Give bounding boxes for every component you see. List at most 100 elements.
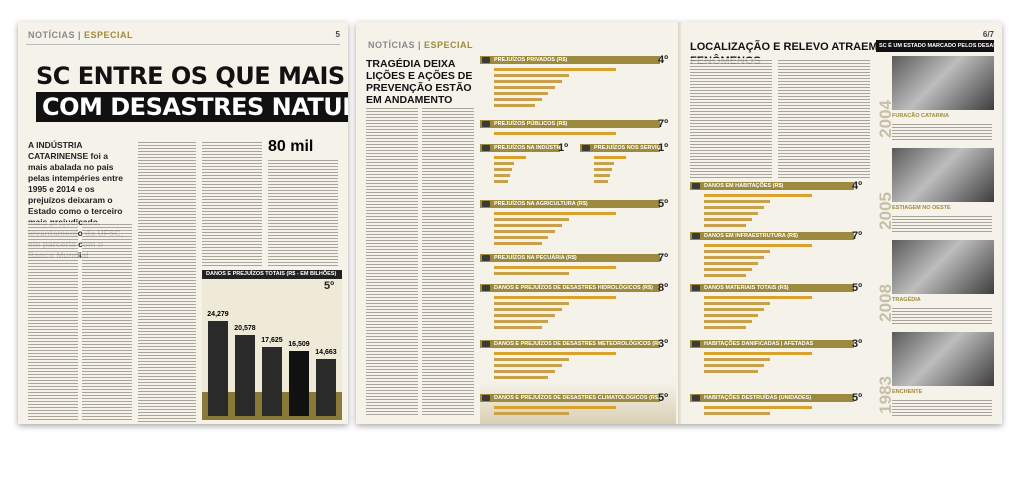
bar — [494, 314, 556, 317]
icon — [692, 341, 700, 347]
value-label: 24,279 — [207, 311, 229, 318]
bar — [494, 86, 556, 89]
body-text — [892, 214, 992, 234]
photo — [892, 240, 994, 294]
body-text — [82, 222, 132, 422]
headline: COM DESASTRES NATURAIS — [36, 92, 348, 122]
body-text — [202, 140, 262, 266]
body-text — [366, 106, 418, 416]
icon — [482, 121, 490, 127]
bar — [494, 132, 617, 135]
graphic-title: DANOS E PREJUÍZOS DE DESASTRES CLIMATOLÓ… — [480, 394, 660, 402]
body-text — [892, 306, 992, 326]
graphic-title: HABITAÇÕES DANIFICADAS | AFETADAS — [690, 340, 854, 348]
icon — [692, 183, 700, 189]
bar — [704, 406, 812, 409]
graphic-title: HABITAÇÕES DESTRUÍDAS (UNIDADES) — [690, 394, 854, 402]
timeline: 2004 FURACÃO CATARINA 2005 ESTIAGEM NO OEST… — [876, 56, 994, 422]
rank: 3º — [658, 338, 669, 350]
graphic-title: PREJUÍZOS PRIVADOS (R$) — [480, 56, 660, 64]
photo — [892, 332, 994, 386]
graphic-title: DANOS MATERIAIS TOTAIS (R$) — [690, 284, 854, 292]
rank: 8º — [658, 282, 669, 294]
bar — [494, 68, 617, 71]
bar — [262, 347, 282, 416]
icon — [582, 145, 590, 151]
headline: TRAGÉDIA DEIXA LIÇÕES E AÇÕES DE PREVENÇ… — [366, 58, 473, 106]
bar — [494, 80, 562, 83]
bar — [704, 224, 746, 227]
bar — [594, 162, 614, 165]
bar — [594, 174, 611, 177]
bar — [494, 98, 542, 101]
bar — [704, 302, 770, 305]
fold — [678, 22, 682, 424]
rank: 5º — [324, 280, 335, 292]
body-text — [28, 222, 78, 422]
bar — [494, 74, 569, 77]
bar — [494, 320, 549, 323]
rank: 3º — [852, 338, 863, 350]
bar — [704, 268, 752, 271]
graphic-title: DANOS EM HABITAÇÕES (R$) — [690, 182, 854, 190]
bar — [316, 358, 336, 416]
body-text — [268, 158, 338, 266]
icon — [692, 233, 700, 239]
bar — [494, 218, 569, 221]
bar — [594, 168, 612, 171]
bar — [704, 200, 770, 203]
graphic-title: PREJUÍZOS NA INDÚSTRIA (R$) — [480, 144, 560, 152]
bar — [704, 308, 764, 311]
rule — [26, 44, 340, 45]
callout: 80 mil — [268, 138, 314, 155]
bar — [494, 230, 556, 233]
bar-chart: 24,279 20,578 17,625 16,509 14,663 — [202, 270, 342, 420]
bar — [494, 92, 549, 95]
bar — [494, 296, 617, 299]
value-label: 14,663 — [315, 348, 337, 356]
body-text — [892, 398, 992, 418]
bar — [494, 412, 569, 415]
rank: 4º — [852, 180, 863, 192]
caption: FURACÃO CATARINA — [892, 113, 949, 119]
caption: TRAGÉDIA — [892, 297, 921, 303]
body-text — [138, 140, 196, 422]
rank: 1º — [658, 142, 669, 154]
bar — [704, 364, 764, 367]
body-text — [892, 122, 992, 142]
bar — [494, 370, 556, 373]
bar — [704, 314, 758, 317]
caption: ESTIAGEM NO OESTE — [892, 205, 951, 211]
bar — [704, 412, 770, 415]
value-label: 17,625 — [261, 337, 283, 345]
bar — [494, 358, 569, 361]
bar — [494, 156, 527, 159]
bar — [704, 206, 764, 209]
icon — [482, 145, 490, 151]
bar — [704, 296, 812, 299]
rank: 5º — [658, 392, 669, 404]
bar — [494, 174, 511, 177]
photo — [892, 56, 994, 110]
bar — [594, 180, 609, 183]
icon — [482, 57, 490, 63]
bar — [494, 236, 549, 239]
bar — [494, 326, 542, 329]
section: NOTÍCIAS | ESPECIAL — [368, 40, 474, 50]
bar — [494, 376, 549, 379]
chart-title: DANOS E PREJUÍZOS TOTAIS (R$ - EM BILHÕE… — [202, 270, 342, 279]
bar — [704, 326, 746, 329]
rank: 5º — [658, 198, 669, 210]
body-text — [778, 58, 870, 178]
bar — [494, 266, 617, 269]
bar — [289, 351, 309, 416]
section-name: NOTÍCIAS — [368, 40, 416, 50]
bar — [494, 180, 509, 183]
section-name: NOTÍCIAS — [28, 30, 76, 40]
bar — [704, 320, 752, 323]
bar — [704, 194, 812, 197]
bar — [704, 352, 812, 355]
rank: 4º — [658, 54, 669, 66]
bar — [704, 218, 752, 221]
